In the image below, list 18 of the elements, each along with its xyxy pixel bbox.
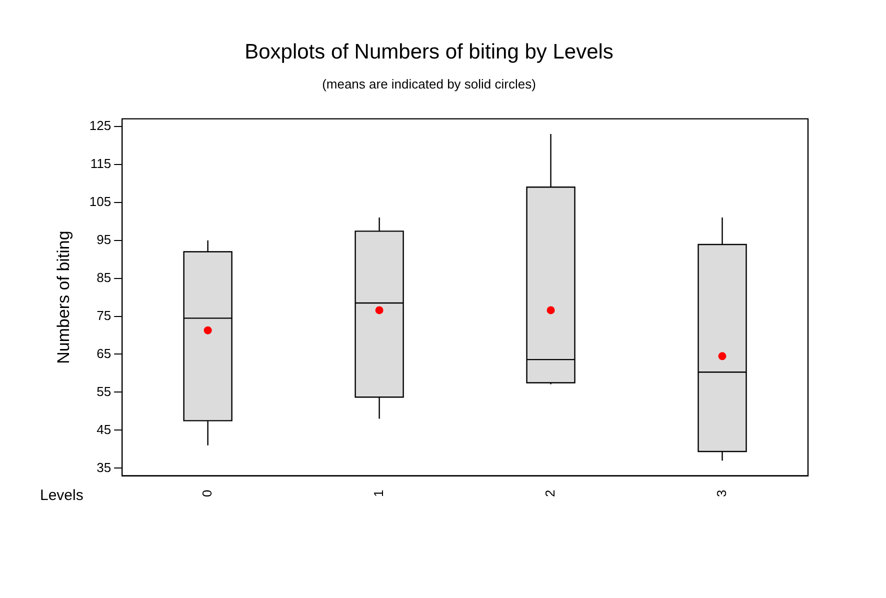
y-tick-label: 75 — [96, 308, 112, 323]
y-tick-label: 35 — [96, 460, 112, 475]
chart-title: Boxplots of Numbers of biting by Levels — [244, 40, 614, 64]
y-tick-label: 95 — [96, 232, 112, 247]
x-tick-label: 1 — [370, 490, 386, 498]
x-tick-label: 2 — [542, 490, 558, 498]
x-tick-label: 3 — [714, 490, 729, 498]
y-tick-label: 55 — [96, 384, 112, 399]
x-tick-label: 0 — [199, 490, 214, 498]
y-tick-label: 125 — [89, 118, 112, 133]
y-tick-label: 65 — [96, 346, 112, 361]
y-tick-label: 85 — [96, 270, 112, 285]
y-tick-label: 105 — [89, 194, 112, 209]
y-tick-label: 115 — [90, 156, 112, 171]
x-axis-title: Levels — [40, 486, 84, 504]
chart-subtitle: (means are indicated by solid circles) — [322, 76, 536, 92]
y-axis-title: Numbers of biting — [54, 230, 73, 364]
y-tick-label: 45 — [96, 422, 112, 437]
